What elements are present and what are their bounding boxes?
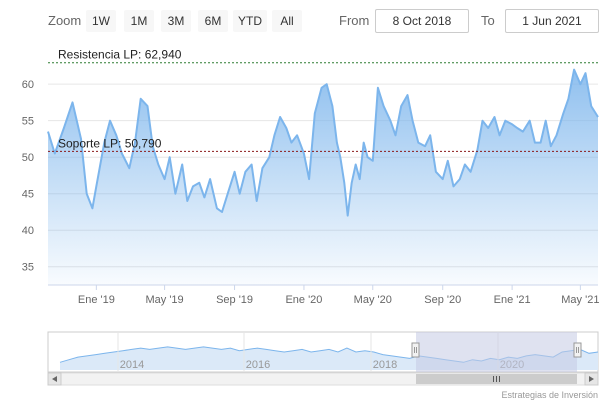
support-line-label: Soporte LP: 50,790 — [58, 136, 162, 150]
credits[interactable]: Estrategias de Inversión — [501, 390, 598, 400]
arrow-right-icon — [589, 376, 594, 382]
x-tick-label: Ene '21 — [494, 294, 531, 306]
navigator-selected-range[interactable] — [416, 332, 577, 372]
x-tick-label: May '19 — [146, 294, 184, 306]
x-tick-label: Sep '19 — [216, 294, 253, 306]
y-axis: 35 40 45 50 55 60 — [22, 79, 34, 274]
range-selector: Zoom 1W 1M 3M 6M YTD All From 8 Oct 2018… — [0, 0, 608, 40]
zoom-button-all[interactable]: All — [272, 10, 302, 32]
from-label: From — [339, 13, 370, 28]
zoom-button-1m[interactable]: 1M — [124, 10, 154, 32]
zoom-button-6m[interactable]: 6M — [198, 10, 228, 32]
x-tick-label: May '20 — [354, 294, 392, 306]
y-tick-label: 50 — [22, 152, 34, 164]
zoom-button-3m[interactable]: 3M — [161, 10, 191, 32]
resistance-line-label: Resistencia LP: 62,940 — [58, 48, 182, 62]
x-tick-label: May '21 — [561, 294, 599, 306]
y-tick-label: 35 — [22, 262, 34, 274]
to-label: To — [481, 13, 495, 28]
navigator-left-handle[interactable] — [411, 342, 420, 358]
scrollbar[interactable] — [47, 372, 599, 386]
to-date-input[interactable]: 1 Jun 2021 — [505, 9, 599, 33]
x-tick-label: Ene '19 — [78, 294, 115, 306]
y-tick-label: 55 — [22, 116, 34, 128]
y-tick-label: 40 — [22, 225, 34, 237]
series-line[interactable] — [47, 68, 599, 217]
series-area — [48, 69, 598, 285]
navigator-right-handle[interactable] — [573, 342, 582, 358]
y-tick-label: 45 — [22, 189, 34, 201]
zoom-label: Zoom — [48, 13, 82, 28]
x-axis: Ene '19 May '19 Sep '19 Ene '20 May '20 Sep '… — [48, 284, 599, 306]
navigator-tick-label: 2018 — [373, 359, 397, 371]
zoom-button-ytd[interactable]: YTD — [233, 10, 267, 32]
x-tick-label: Sep '20 — [424, 294, 461, 306]
navigator-tick-label: 2016 — [246, 359, 270, 371]
arrow-left-icon — [52, 376, 57, 382]
navigator-tick-label: 2014 — [120, 359, 144, 371]
x-tick-label: Ene '20 — [285, 294, 322, 306]
zoom-button-1w[interactable]: 1W — [86, 10, 116, 32]
plot-lines: Resistencia LP: 62,940 Soporte LP: 50,790 — [48, 48, 598, 152]
navigator[interactable]: 2014201620182020 — [47, 331, 599, 373]
from-date-input[interactable]: 8 Oct 2018 — [375, 9, 469, 33]
y-tick-label: 60 — [22, 79, 34, 91]
